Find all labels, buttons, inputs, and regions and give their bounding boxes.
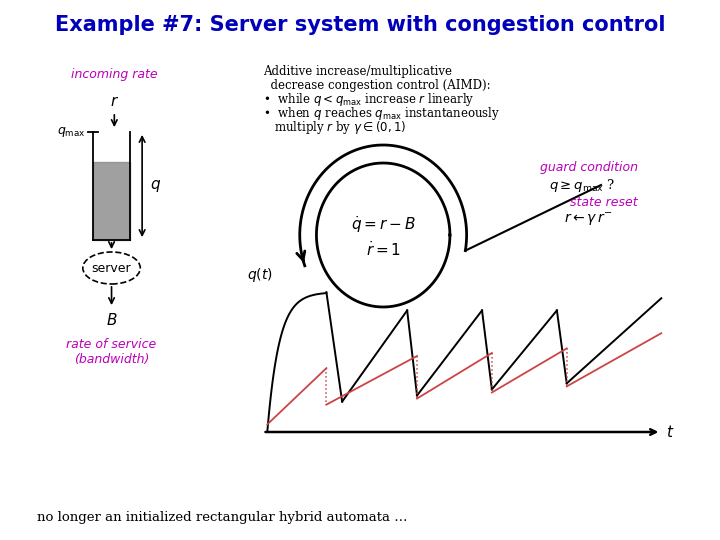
Text: decrease congestion control (AIMD):: decrease congestion control (AIMD): <box>263 79 490 92</box>
Text: multiply $r$ by $\gamma \in (0,1)$: multiply $r$ by $\gamma \in (0,1)$ <box>263 119 406 137</box>
Text: $q(t)$: $q(t)$ <box>247 266 273 284</box>
Text: server: server <box>91 261 131 274</box>
Text: $t$: $t$ <box>666 424 675 440</box>
Text: $\dot{r} = 1$: $\dot{r} = 1$ <box>366 240 401 259</box>
Text: $q \geq q_{\mathrm{max}}$ ?: $q \geq q_{\mathrm{max}}$ ? <box>549 177 615 193</box>
Text: state reset: state reset <box>570 195 638 208</box>
Text: •  when $q$ reaches $q_{\mathrm{max}}$ instantaneously: • when $q$ reaches $q_{\mathrm{max}}$ in… <box>263 105 500 123</box>
Text: Example #7: Server system with congestion control: Example #7: Server system with congestio… <box>55 15 665 35</box>
Text: $r \leftarrow \gamma\, r^{-}$: $r \leftarrow \gamma\, r^{-}$ <box>564 212 613 228</box>
Text: rate of service
(bandwidth): rate of service (bandwidth) <box>66 338 157 366</box>
Text: incoming rate: incoming rate <box>71 69 158 82</box>
Text: $q_{\mathrm{max}}$: $q_{\mathrm{max}}$ <box>57 125 86 139</box>
Text: $q$: $q$ <box>150 178 161 194</box>
Text: guard condition: guard condition <box>540 161 638 174</box>
Text: •  while $q < q_{\mathrm{max}}$ increase $r$ linearly: • while $q < q_{\mathrm{max}}$ increase … <box>263 91 474 109</box>
Text: Additive increase/multiplicative: Additive increase/multiplicative <box>263 65 451 78</box>
Text: $r$: $r$ <box>109 95 119 109</box>
Text: no longer an initialized rectangular hybrid automata …: no longer an initialized rectangular hyb… <box>37 511 408 524</box>
Text: $\dot{q} = r - B$: $\dot{q} = r - B$ <box>351 214 415 235</box>
Text: $B$: $B$ <box>106 312 117 328</box>
